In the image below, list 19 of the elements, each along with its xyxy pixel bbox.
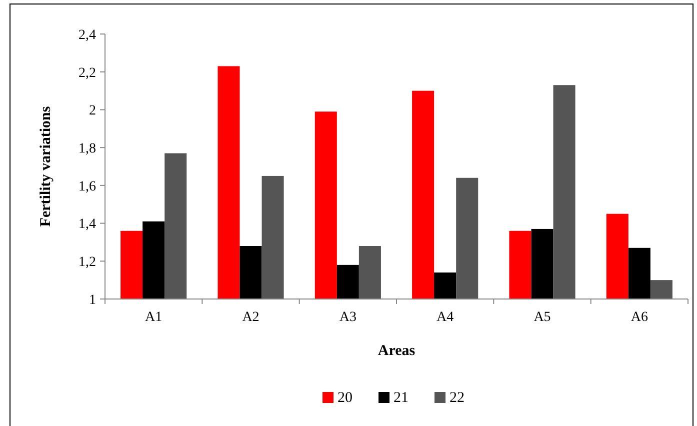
legend-label: 22 <box>450 390 464 406</box>
legend-label: 20 <box>338 390 352 406</box>
x-axis-title: Areas <box>378 343 416 359</box>
y-tick-label: 1,6 <box>78 179 96 194</box>
x-tick-label: A2 <box>242 310 260 325</box>
x-tick-label: A6 <box>630 310 648 325</box>
y-tick-label: 1,2 <box>78 255 96 270</box>
y-tick-label: 1,8 <box>78 141 96 156</box>
y-tick-label: 2,4 <box>78 28 96 43</box>
y-axis-title: Fertility variations <box>38 106 54 227</box>
y-tick-label: 2,2 <box>78 66 96 81</box>
x-tick-label: A5 <box>534 310 551 325</box>
y-tick-label: 2 <box>89 104 96 119</box>
legend-label: 21 <box>394 390 408 406</box>
y-tick-label: 1 <box>89 292 96 308</box>
x-tick-label: A4 <box>436 310 454 325</box>
x-tick-label: A1 <box>145 310 162 325</box>
x-tick-label: A3 <box>339 310 356 325</box>
y-tick-label: 1,4 <box>78 217 96 232</box>
